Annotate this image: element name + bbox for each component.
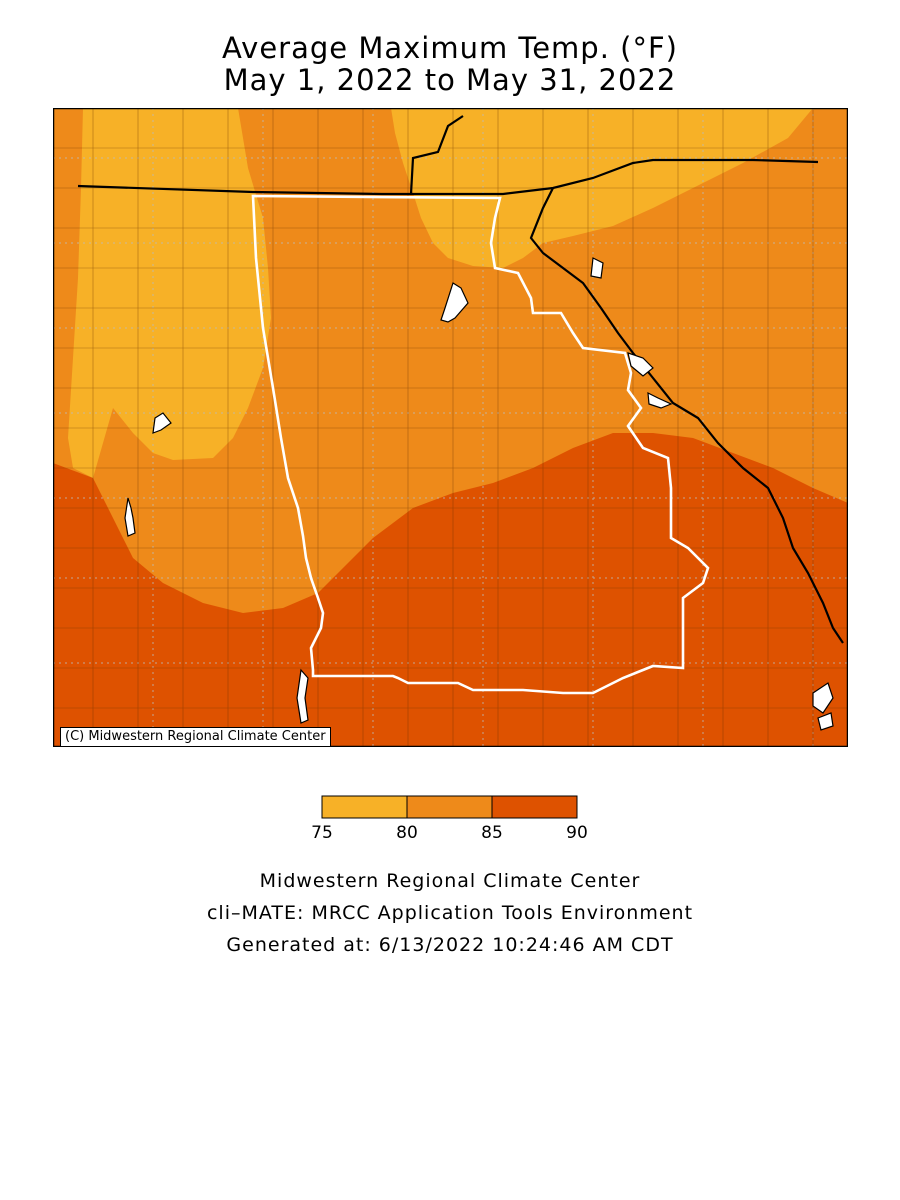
legend-tick-label: 80 <box>396 823 418 843</box>
legend-tick-label: 75 <box>311 823 333 843</box>
state-borders <box>77 115 844 644</box>
legend-tick-label: 90 <box>566 823 588 843</box>
legend-band-0 <box>321 795 408 819</box>
graticule <box>53 108 848 747</box>
region-outline <box>251 194 710 695</box>
county-lines <box>53 108 848 747</box>
map-credit: (C) Midwestern Regional Climate Center <box>60 727 331 747</box>
legend: 75 80 85 90 <box>311 795 588 843</box>
map-frame <box>53 108 848 747</box>
map-title-line-1: Average Maximum Temp. (°F) <box>222 31 678 65</box>
footer-tool: cli–MATE: MRCC Application Tools Environ… <box>206 902 694 924</box>
map-title-line-2: May 1, 2022 to May 31, 2022 <box>223 63 677 97</box>
water-bodies <box>124 257 834 731</box>
footer-generated: Generated at: 6/13/2022 10:24:46 AM CDT <box>226 934 674 956</box>
temperature-map <box>53 108 848 747</box>
legend-band-1 <box>406 795 493 819</box>
legend-tick-label: 85 <box>481 823 503 843</box>
legend-band-2 <box>491 795 578 819</box>
footer-org: Midwestern Regional Climate Center <box>259 870 641 892</box>
temp-band-75-80-west <box>68 108 271 478</box>
